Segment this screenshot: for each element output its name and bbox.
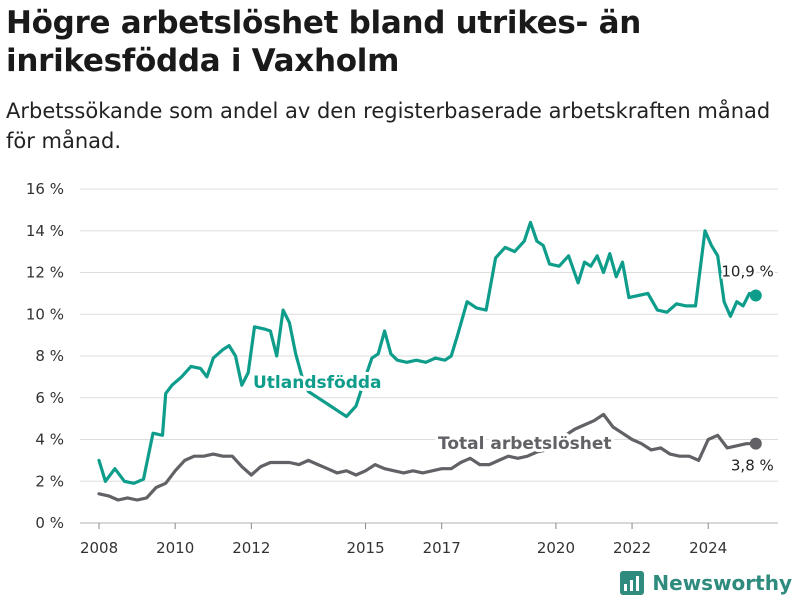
x-tick-label: 2024 xyxy=(689,539,727,557)
series-labels: 10,9 % 3,8 % Utlandsfödda Total arbetslöshe… xyxy=(250,260,776,476)
series-line-1 xyxy=(97,412,758,502)
series-end-label: 10,9 % xyxy=(721,262,773,280)
series-line-0 xyxy=(97,220,758,485)
y-tick-label: 0 % xyxy=(35,514,64,532)
x-tick-label: 2017 xyxy=(423,539,461,557)
gridlines xyxy=(80,188,778,524)
x-tick-label: 2010 xyxy=(156,539,194,557)
page-title: Högre arbetslöshet bland utrikes- än inr… xyxy=(6,5,642,79)
series-end-point-0 xyxy=(749,289,762,302)
x-axis-ticks: 2008 2010 2012 2015 2017 2020 2022 2024 xyxy=(80,523,727,557)
x-tick-label: 2022 xyxy=(613,539,651,557)
series-lines xyxy=(97,220,762,502)
x-tick-label: 2015 xyxy=(346,539,384,557)
series-end-label: 3,8 % xyxy=(731,457,774,475)
y-tick-label: 14 % xyxy=(26,222,64,240)
y-tick-label: 8 % xyxy=(35,347,64,365)
series-annotation: Total arbetslöshet xyxy=(438,434,612,454)
y-axis-ticks: 0 % 2 % 4 % 6 % 8 % 10 % 12 % 14 % 16 % xyxy=(26,180,64,532)
x-tick-label: 2008 xyxy=(80,539,118,557)
y-tick-label: 6 % xyxy=(35,389,64,407)
y-tick-label: 2 % xyxy=(35,472,64,490)
brand-name: Newsworthy xyxy=(652,571,792,595)
x-tick-label: 2012 xyxy=(232,539,270,557)
y-tick-label: 12 % xyxy=(26,264,64,282)
series-annotation: Utlandsfödda xyxy=(253,373,382,393)
y-tick-label: 16 % xyxy=(26,180,64,198)
y-tick-label: 10 % xyxy=(26,305,64,323)
y-tick-label: 4 % xyxy=(35,431,64,449)
x-tick-label: 2020 xyxy=(537,539,575,557)
chart-subtitle: Arbetssökande som andel av den registerb… xyxy=(6,99,771,153)
newsworthy-logo-icon xyxy=(620,571,645,595)
series-end-point-1 xyxy=(749,437,762,450)
brand-logo: Newsworthy xyxy=(620,568,792,598)
